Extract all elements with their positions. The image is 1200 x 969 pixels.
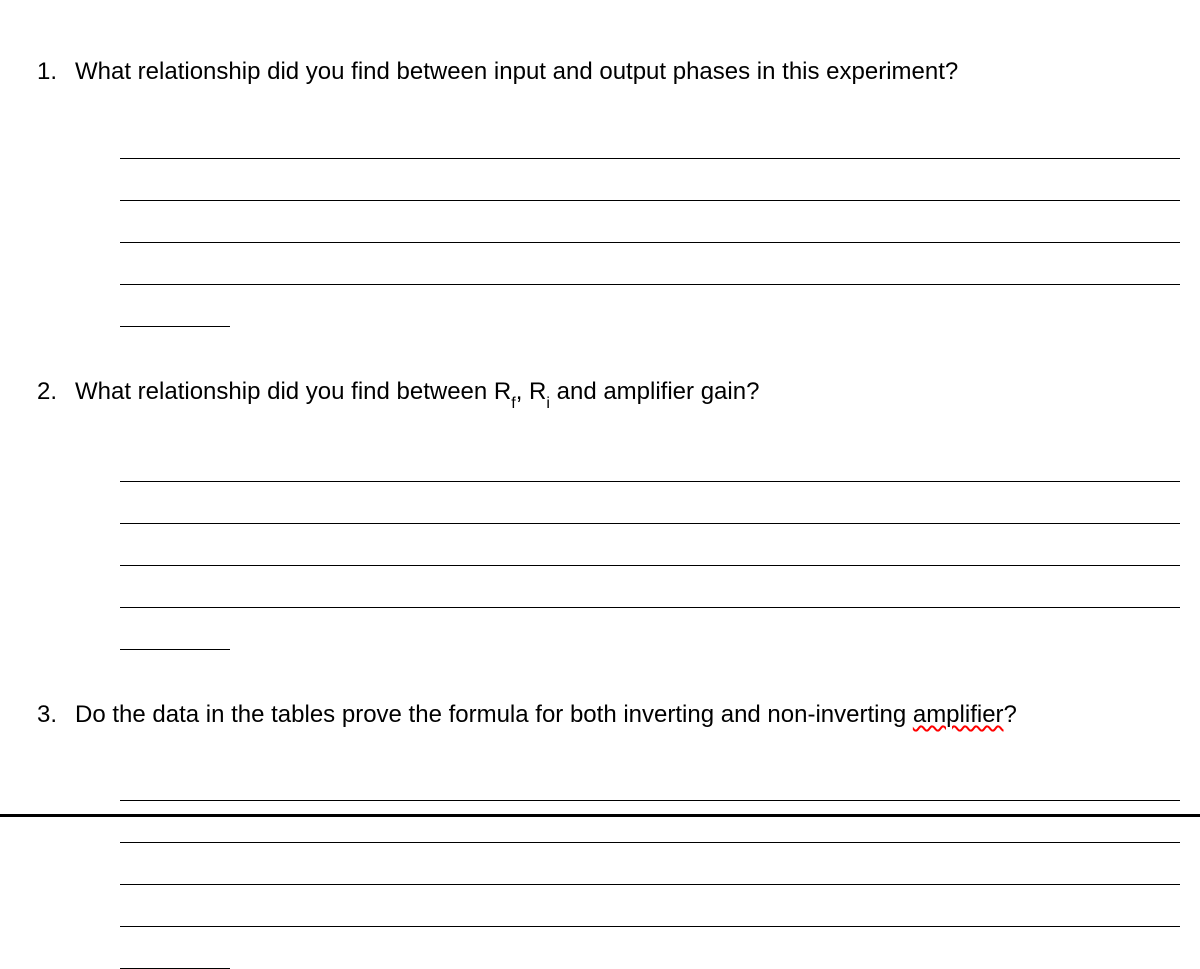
subscript-i: i [546,395,550,412]
question-row: 3.Do the data in the tables prove the fo… [20,698,1180,732]
question-text: Do the data in the tables prove the form… [75,698,1017,732]
question-number: 3. [20,701,75,729]
answer-line-full [120,843,1180,885]
answer-line-full [120,440,1180,482]
subscript-f: f [511,395,515,412]
question-row: 1.What relationship did you find between… [20,55,1180,89]
question-number: 1. [20,58,75,86]
answer-line-full [120,524,1180,566]
answer-line-short [120,285,230,327]
answer-line-full [120,482,1180,524]
answer-lines [120,117,1180,327]
question-row: 2.What relationship did you find between… [20,375,1180,412]
answer-line-full [120,159,1180,201]
question-block: 2.What relationship did you find between… [20,375,1180,650]
question-text-before: What relationship did you find between R [75,378,511,405]
question-text: What relationship did you find between i… [75,55,958,89]
answer-lines [120,759,1180,969]
answer-line-short [120,927,230,969]
question-text-before: What relationship did you find between i… [75,58,958,85]
question-text-before: Do the data in the tables prove the form… [75,701,913,728]
spellcheck-word: amplifier [913,701,1004,728]
question-number: 2. [20,378,75,406]
answer-line-full [120,759,1180,801]
question-text-mid: , R [516,378,547,405]
answer-line-full [120,801,1180,843]
answer-line-full [120,117,1180,159]
question-block: 1.What relationship did you find between… [20,55,1180,327]
question-text-after: ? [1004,701,1017,728]
answer-line-full [120,243,1180,285]
question-block: 3.Do the data in the tables prove the fo… [20,698,1180,969]
answer-line-full [120,201,1180,243]
question-text-after: and amplifier gain? [550,378,759,405]
answer-lines [120,440,1180,650]
question-text: What relationship did you find between R… [75,375,759,412]
answer-line-short [120,608,230,650]
answer-line-full [120,566,1180,608]
answer-line-full [120,885,1180,927]
